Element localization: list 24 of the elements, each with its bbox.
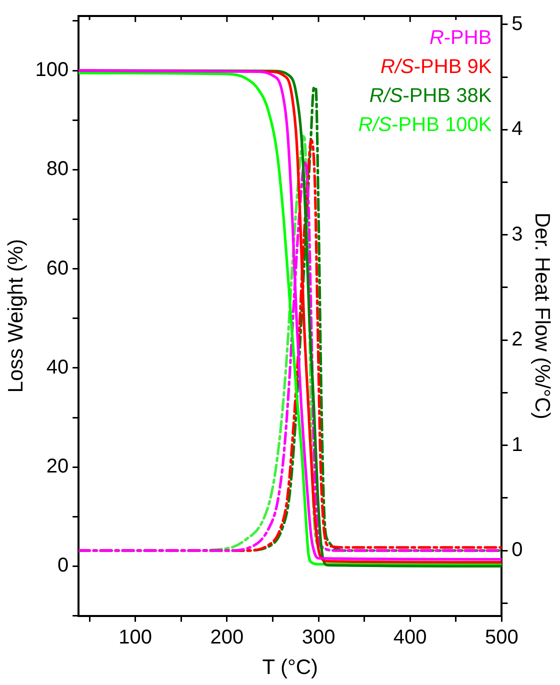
x-tick-label: 200 bbox=[210, 626, 244, 648]
y2-tick-label: 2 bbox=[512, 328, 523, 351]
text: R/S-PHB 100K bbox=[358, 114, 492, 136]
y-axis-title: Loss Weight (%) bbox=[4, 239, 28, 393]
y-tick-label: 60 bbox=[46, 257, 69, 280]
y-tick-label: 20 bbox=[46, 456, 69, 478]
x-tick-label: 500 bbox=[484, 626, 518, 648]
y2-tick-label: 5 bbox=[512, 12, 523, 35]
x-axis-title: T (°C) bbox=[262, 656, 318, 680]
y2-axis-title: Der. Heat Flow (%/°C) bbox=[530, 212, 554, 420]
x-tick-label: 400 bbox=[393, 626, 427, 648]
y-tick-label: 100 bbox=[35, 59, 69, 82]
text: R/S-PHB 9K bbox=[380, 56, 492, 78]
y-tick-label: 80 bbox=[46, 158, 69, 180]
y2-tick-label: 0 bbox=[512, 539, 523, 562]
y-tick-label: 0 bbox=[57, 554, 69, 577]
x-tick-label: 300 bbox=[302, 626, 336, 648]
x-tick-label: 100 bbox=[118, 626, 152, 648]
y2-tick-label: 3 bbox=[512, 223, 523, 246]
text: R/S-PHB 38K bbox=[369, 85, 492, 107]
y2-tick-label: 1 bbox=[512, 434, 523, 456]
text: R-PHB bbox=[429, 27, 492, 49]
y2-tick-label: 4 bbox=[512, 118, 523, 140]
y-tick-label: 40 bbox=[46, 356, 69, 378]
